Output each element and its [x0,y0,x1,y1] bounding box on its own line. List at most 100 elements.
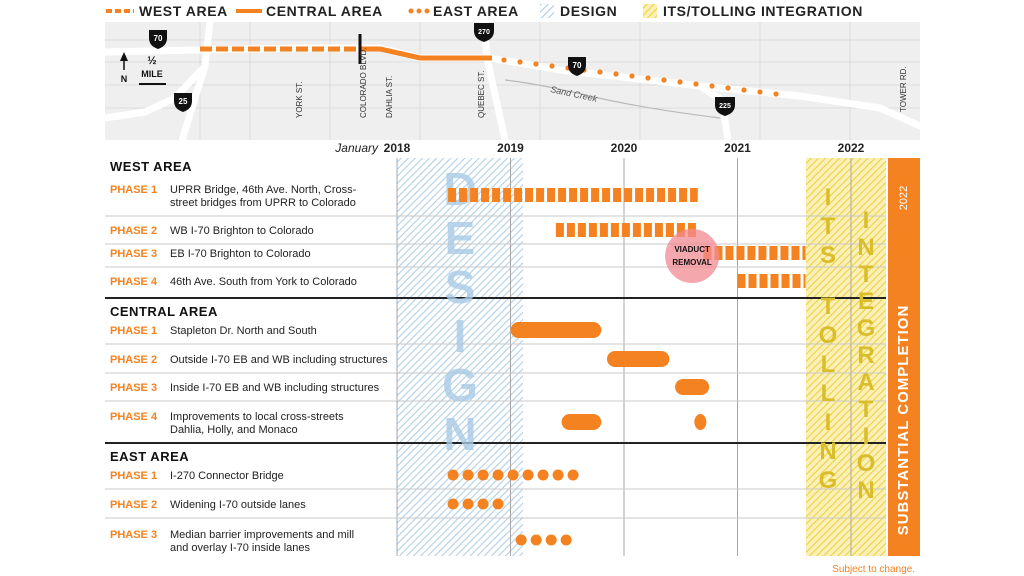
west-bar-segment [635,188,644,202]
phase-label: PHASE 2 [110,354,157,366]
west-bar-segment [555,223,564,237]
phase-label: PHASE 4 [110,276,158,288]
west-bar-segment [503,188,512,202]
east-dot [477,498,489,510]
east-dot [462,498,474,510]
central-bar [694,414,707,430]
street-colorado: COLORADO BLVD. [359,47,368,118]
west-bar-segment [747,246,756,260]
phase-description: 46th Ave. South from York to Colorado [170,276,357,288]
central-bar [561,414,602,430]
legend-its-swatch [643,4,657,18]
its-band-letter: T [821,293,836,320]
integration-band-letter: E [858,288,874,315]
phase-description: street bridges from UPRR to Colorado [170,197,356,209]
map: Sand Creek YORK ST. COLORADO BLVD. DAHLI… [101,18,924,144]
phase-description: EB I-70 Brighton to Colorado [170,248,311,260]
phase-description: and overlay I-70 inside lanes [170,542,311,554]
year-tick-label: 2018 [384,141,411,155]
west-bar-segment [481,188,490,202]
phase-label: PHASE 3 [110,529,157,541]
legend: WEST AREA CENTRAL AREA EAST AREA DESIGN … [106,3,863,19]
west-bar-segment [792,274,801,288]
phase-description: Inside I-70 EB and WB including structur… [170,382,380,394]
west-bar-segment [654,223,663,237]
central-bar [675,379,710,395]
west-bar-segment [621,223,630,237]
west-bar-segment [781,274,790,288]
west-bar-segment [536,188,545,202]
east-dot [462,469,474,481]
east-dot [492,469,504,481]
west-bar-segment [737,274,746,288]
west-bar-segment [679,188,688,202]
its-band-letter: I [825,184,832,211]
legend-west-label: WEST AREA [139,3,228,19]
west-bar-segment [558,188,567,202]
group-heading: CENTRAL AREA [110,304,218,319]
its-band [806,158,886,556]
year-tick-label: 2021 [724,141,751,155]
phase-description: Outside I-70 EB and WB including structu… [170,354,388,366]
shield-i270-icon: 270 [474,23,494,42]
west-bar-segment [632,223,641,237]
integration-band-letter: I [863,423,870,450]
east-dot [447,469,459,481]
west-bar-segment [591,188,600,202]
west-bar-segment [547,188,556,202]
central-bar [606,351,670,367]
phase-label: PHASE 3 [110,248,157,260]
west-bar-segment [780,246,789,260]
viaduct-removal-marker [665,229,720,283]
its-band-letter: G [819,467,838,494]
north-arrow-icon [120,52,128,70]
legend-design-label: DESIGN [560,3,617,19]
its-band-letter: L [821,380,836,407]
phase-description: I-270 Connector Bridge [170,470,284,482]
its-band-letter: T [821,213,836,240]
svg-text:70: 70 [573,61,582,70]
west-bar-segment [769,246,778,260]
west-bar-segment [613,188,622,202]
west-bar-segment [514,188,523,202]
north-label: N [121,74,128,84]
its-band-letter: I [825,409,832,436]
shield-i25-icon: 25 [174,93,192,112]
integration-band-letter: N [857,477,874,504]
west-bar-segment [588,223,597,237]
map-central-line [360,46,492,61]
legend-its-label: ITS/TOLLING INTEGRATION [663,3,863,19]
phase-description: Dahlia, Holly, and Monaco [170,424,298,436]
completion-band [888,158,920,556]
sand-creek [504,79,721,119]
phase-label: PHASE 3 [110,382,157,394]
west-bar-segment [657,188,666,202]
west-bar-segment [758,246,767,260]
east-dot [492,498,504,510]
east-dot [530,534,542,546]
west-bar-segment [602,188,611,202]
annotation-text: REMOVAL [672,258,712,267]
west-bar-segment [725,246,734,260]
east-dot [545,534,557,546]
west-bar-segment [470,188,479,202]
east-dot [477,469,489,481]
integration-band-letter: T [859,396,874,423]
design-band-letter: I [454,310,467,362]
west-bar-segment [690,188,698,202]
legend-east-swatch [408,8,430,14]
year-tick-label: 2019 [497,141,524,155]
phase-description: UPRR Bridge, 46th Ave. North, Cross- [170,184,357,196]
west-bar-segment [665,223,674,237]
group-heading: WEST AREA [110,159,192,174]
shield-i70-east-icon: 70 [568,57,586,76]
design-band [397,158,523,556]
legend-central-label: CENTRAL AREA [266,3,383,19]
west-bar-segment [770,274,779,288]
west-bar-segment [748,274,757,288]
its-band-letter: O [819,322,838,349]
west-bar-segment [646,188,655,202]
integration-band-letter: A [857,369,874,396]
design-band-letter: S [445,261,476,313]
design-band-letter: N [443,408,476,460]
